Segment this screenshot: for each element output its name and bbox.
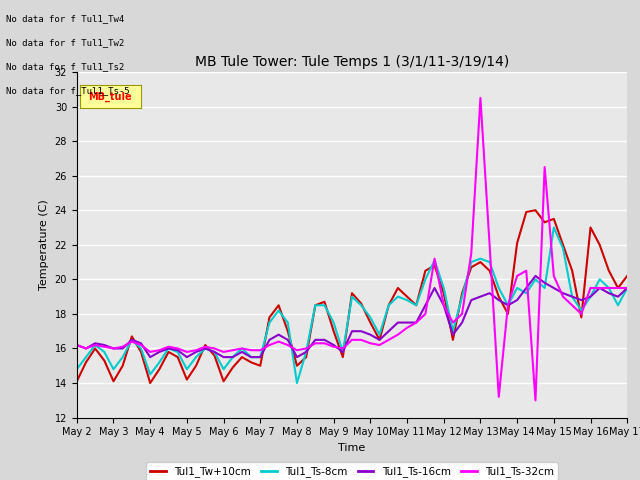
Tul1_Ts-8cm — [293, 380, 301, 386]
Tul1_Ts-16cm — [192, 349, 200, 355]
Legend: Tul1_Tw+10cm, Tul1_Ts-8cm, Tul1_Ts-16cm, Tul1_Ts-32cm: Tul1_Tw+10cm, Tul1_Ts-8cm, Tul1_Ts-16cm,… — [146, 462, 558, 480]
Tul1_Ts-8cm — [73, 366, 81, 372]
Tul1_Tw+10cm — [192, 363, 200, 369]
Text: No data for f Tul1_Tw4: No data for f Tul1_Tw4 — [6, 14, 125, 24]
Tul1_Ts-8cm — [623, 285, 631, 291]
Title: MB Tule Tower: Tule Temps 1 (3/1/11-3/19/14): MB Tule Tower: Tule Temps 1 (3/1/11-3/19… — [195, 56, 509, 70]
Tul1_Ts-32cm — [367, 340, 374, 346]
Tul1_Ts-8cm — [568, 294, 576, 300]
Tul1_Ts-32cm — [202, 344, 209, 349]
Tul1_Ts-8cm — [183, 366, 191, 372]
Tul1_Ts-32cm — [623, 285, 631, 291]
Tul1_Ts-16cm — [568, 294, 576, 300]
Tul1_Ts-32cm — [477, 95, 484, 101]
Tul1_Ts-16cm — [275, 332, 282, 337]
Tul1_Ts-32cm — [403, 325, 411, 331]
Line: Tul1_Ts-8cm: Tul1_Ts-8cm — [77, 228, 627, 383]
Line: Tul1_Ts-32cm: Tul1_Ts-32cm — [77, 98, 627, 400]
Tul1_Ts-32cm — [73, 342, 81, 348]
Tul1_Ts-16cm — [211, 349, 218, 355]
Tul1_Tw+10cm — [623, 273, 631, 279]
Tul1_Tw+10cm — [568, 268, 576, 274]
Tul1_Ts-8cm — [376, 332, 383, 337]
Tul1_Ts-16cm — [532, 273, 540, 279]
Tul1_Tw+10cm — [73, 378, 81, 384]
Tul1_Tw+10cm — [376, 337, 383, 343]
Tul1_Tw+10cm — [412, 302, 420, 308]
Tul1_Ts-32cm — [532, 397, 540, 403]
Tul1_Ts-32cm — [183, 349, 191, 355]
Tul1_Tw+10cm — [532, 207, 540, 213]
Text: MB_tule: MB_tule — [88, 91, 132, 102]
Tul1_Ts-16cm — [412, 320, 420, 325]
Tul1_Tw+10cm — [211, 352, 218, 358]
Tul1_Ts-8cm — [550, 225, 557, 230]
X-axis label: Time: Time — [339, 443, 365, 453]
Tul1_Ts-32cm — [266, 342, 273, 348]
Tul1_Ts-16cm — [623, 285, 631, 291]
Tul1_Ts-32cm — [568, 302, 576, 308]
Text: No data for f_Tul1_Ts-5: No data for f_Tul1_Ts-5 — [6, 86, 130, 96]
Tul1_Tw+10cm — [147, 380, 154, 386]
Tul1_Ts-16cm — [73, 342, 81, 348]
Tul1_Ts-8cm — [202, 346, 209, 351]
Tul1_Ts-8cm — [266, 320, 273, 325]
Tul1_Ts-8cm — [412, 302, 420, 308]
Text: No data for f Tul1_Tw2: No data for f Tul1_Tw2 — [6, 38, 125, 48]
Text: No data for f Tul1_Ts2: No data for f Tul1_Ts2 — [6, 62, 125, 72]
Y-axis label: Temperature (C): Temperature (C) — [39, 199, 49, 290]
Line: Tul1_Tw+10cm: Tul1_Tw+10cm — [77, 210, 627, 383]
Line: Tul1_Ts-16cm: Tul1_Ts-16cm — [77, 276, 627, 357]
Tul1_Tw+10cm — [275, 302, 282, 308]
Tul1_Ts-16cm — [147, 354, 154, 360]
Tul1_Ts-16cm — [376, 337, 383, 343]
